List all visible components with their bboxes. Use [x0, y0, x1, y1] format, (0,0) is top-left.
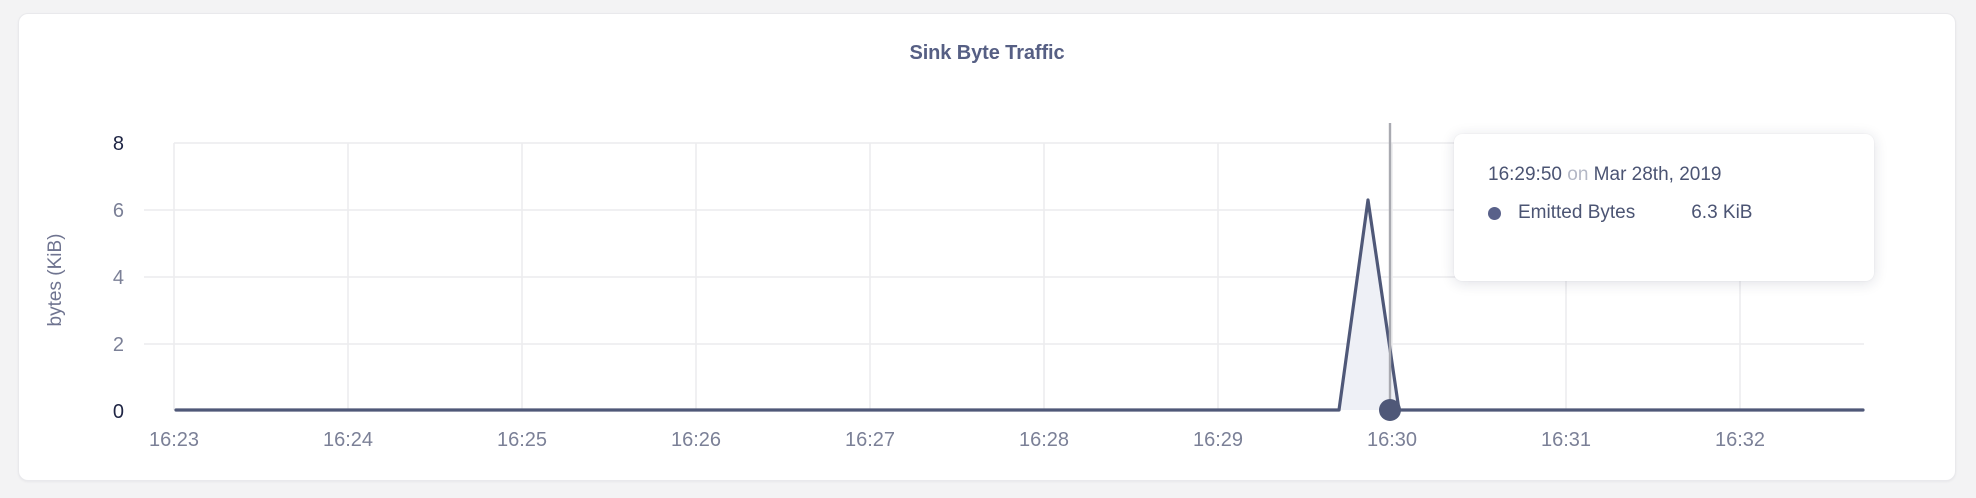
x-tick-label: 16:29	[1193, 429, 1243, 451]
x-tick-label: 16:32	[1715, 429, 1765, 451]
page-title: Sink Byte Traffic	[909, 42, 1065, 64]
y-tick-label: 2	[113, 334, 124, 356]
tooltip-time: 16:29:50	[1488, 164, 1562, 185]
tooltip-header: 16:29:50 on Mar 28th, 2019	[1488, 164, 1840, 186]
y-axis-label: bytes (KiB)	[45, 234, 66, 327]
x-tick-label: 16:27	[845, 429, 895, 451]
y-axis: 8 6 4 2 0 bytes (KiB)	[45, 133, 124, 423]
x-axis: 16:23 16:24 16:25 16:26 16:27 16:28 16:2…	[149, 429, 1765, 451]
y-tick-label: 4	[113, 267, 124, 289]
tooltip-series-row: Emitted Bytes 6.3 KiB	[1488, 202, 1840, 224]
tooltip-series-label: Emitted Bytes	[1518, 202, 1636, 223]
cursor-point-marker	[1379, 399, 1401, 421]
x-tick-label: 16:26	[671, 429, 721, 451]
series-dot-icon	[1488, 206, 1501, 220]
tooltip-separator: on	[1567, 164, 1589, 185]
x-tick-label: 16:23	[149, 429, 199, 451]
chart-plot-area[interactable]: 8 6 4 2 0 bytes (KiB) 16:23 16:24 16:25 …	[19, 14, 1955, 480]
chart-card: Sink Byte Traffic	[18, 13, 1956, 481]
x-tick-label: 16:30	[1367, 429, 1417, 451]
chart-tooltip: 16:29:50 on Mar 28th, 2019 Emitted Bytes…	[1454, 134, 1874, 281]
x-tick-label: 16:24	[323, 429, 373, 451]
y-tick-label: 6	[113, 200, 124, 222]
x-tick-label: 16:28	[1019, 429, 1069, 451]
x-tick-label: 16:31	[1541, 429, 1591, 451]
x-tick-label: 16:25	[497, 429, 547, 451]
tooltip-series-value: 6.3 KiB	[1691, 202, 1753, 223]
y-tick-label: 0	[113, 401, 124, 423]
series-line-emitted-bytes	[174, 198, 1865, 412]
y-tick-label: 8	[113, 133, 124, 155]
tooltip-date: Mar 28th, 2019	[1593, 164, 1722, 185]
